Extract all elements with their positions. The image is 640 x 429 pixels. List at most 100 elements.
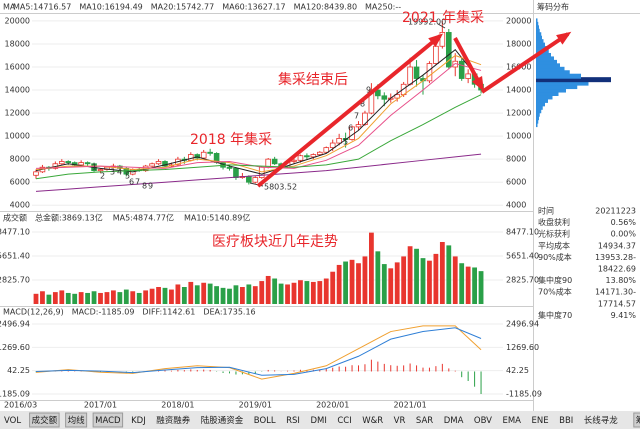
tab[interactable]: VR [394, 416, 406, 426]
tab-box[interactable] [65, 412, 88, 428]
candle-body [207, 151, 213, 154]
volume-bar [362, 256, 368, 304]
info-value: 14171.30- [595, 288, 636, 297]
info-value: 13.80% [605, 276, 636, 285]
tab[interactable]: DMA [444, 416, 464, 426]
panel-subtitle: MA10:5140.89亿 [184, 213, 250, 223]
chip-bar [536, 73, 581, 79]
volume-bar [233, 285, 239, 304]
annotation: 集采结束后 [278, 71, 348, 88]
legend-entry: DIFF:1142.61 [142, 308, 195, 317]
tab[interactable]: W&R [362, 416, 383, 426]
tab[interactable]: 长线寻龙 [584, 415, 619, 426]
candle-body [271, 158, 278, 165]
volume-bar [136, 292, 142, 304]
volume-bar [214, 286, 219, 304]
tab[interactable]: BOLL [254, 416, 276, 426]
volume-bar [33, 293, 39, 304]
tab-box[interactable] [29, 412, 60, 428]
arrow [480, 32, 570, 94]
chip-bar [536, 28, 540, 34]
tab[interactable]: 筹码 [636, 415, 640, 426]
chip-bar [536, 87, 566, 93]
tab[interactable]: 融资融券 [156, 415, 191, 426]
panel-subtitle: MACD:-1185.09 [72, 308, 135, 317]
candle-body [149, 163, 155, 167]
panel-subtitle: 总金额:3869.13亿 [35, 213, 103, 223]
y-tick-label: 6000 [506, 178, 526, 187]
volume-bar [291, 282, 297, 304]
wave-mark: 5 [343, 138, 348, 147]
tab-box[interactable] [633, 412, 640, 428]
tab[interactable]: OBV [474, 416, 492, 426]
candle-body [233, 167, 239, 178]
tab[interactable]: MACD [95, 416, 121, 426]
candle-body [84, 162, 91, 165]
candle-body [316, 151, 323, 155]
annotation: 2021 年集采 [402, 9, 484, 26]
chip-bar [536, 56, 554, 62]
legend-entry: MA5:14716.57 [13, 3, 71, 12]
tab[interactable]: 成交额 [32, 415, 58, 426]
tab-box[interactable] [92, 412, 124, 428]
tab[interactable]: KDJ [131, 416, 146, 426]
wave-mark: 8 [360, 100, 365, 109]
tab[interactable]: DMI [310, 416, 326, 426]
info-label: 集中度70 [538, 310, 572, 320]
tab[interactable]: 陆股通资金 [201, 415, 244, 426]
y-tick-label: 16000 [5, 62, 30, 71]
chip-bar [536, 66, 565, 72]
volume-bar [46, 294, 52, 304]
wave-mark: 6 [348, 124, 353, 133]
candle-body [336, 138, 342, 144]
candle-body [381, 95, 388, 100]
chip-bar [536, 104, 543, 110]
tab[interactable]: ENE [532, 416, 549, 426]
y-tick-label: 8477.10 [0, 227, 30, 236]
chip-bar [536, 21, 539, 27]
chip-bar [536, 115, 539, 121]
chip-bar [536, 59, 557, 65]
arrow-head [556, 31, 572, 45]
wave-mark: 7 [135, 178, 140, 187]
volume-bar [304, 281, 310, 304]
y-tick-label: 2825.70 [506, 275, 539, 284]
tab[interactable]: 均线 [68, 415, 86, 426]
candle-body [433, 45, 439, 64]
y-tick-label: 20000 [506, 16, 531, 25]
chip-bar [536, 18, 538, 24]
volume-bar [265, 275, 271, 304]
info-value: 0.00% [611, 230, 637, 239]
info-value: 17714.57 [598, 299, 636, 308]
x-tick-label: 2019/01 [239, 401, 272, 410]
info-value: 13953.28- [595, 253, 636, 262]
line [35, 54, 482, 173]
wave-mark: 4 [117, 168, 122, 177]
line [35, 49, 482, 175]
y-tick-label: 8000 [10, 155, 30, 164]
candle-body [375, 89, 381, 97]
volume-bar [259, 281, 265, 304]
volume-bar [85, 292, 90, 304]
tab[interactable]: CCI [337, 416, 351, 426]
chip-bar [536, 118, 539, 124]
tab[interactable]: RSI [286, 416, 300, 426]
chip-bar [536, 52, 551, 58]
volume-bar [162, 287, 168, 304]
legend-entry: MA120:8439.80 [294, 3, 357, 12]
tab[interactable]: EMA [502, 416, 521, 426]
candle-body [458, 60, 465, 79]
chip-bar [536, 80, 589, 86]
tab[interactable]: BBI [559, 416, 573, 426]
volume-bar [452, 256, 458, 304]
tab[interactable]: VOL [4, 416, 21, 426]
volume-bar [459, 263, 465, 304]
info-label: 70%成本 [538, 287, 572, 297]
chip-bar [536, 35, 542, 41]
ma-label: MA [3, 3, 16, 12]
volume-bar [72, 293, 78, 304]
arrow-head [428, 33, 444, 48]
tab[interactable]: SAR [416, 416, 433, 426]
candle-body [200, 151, 207, 159]
candle-body [187, 154, 194, 161]
